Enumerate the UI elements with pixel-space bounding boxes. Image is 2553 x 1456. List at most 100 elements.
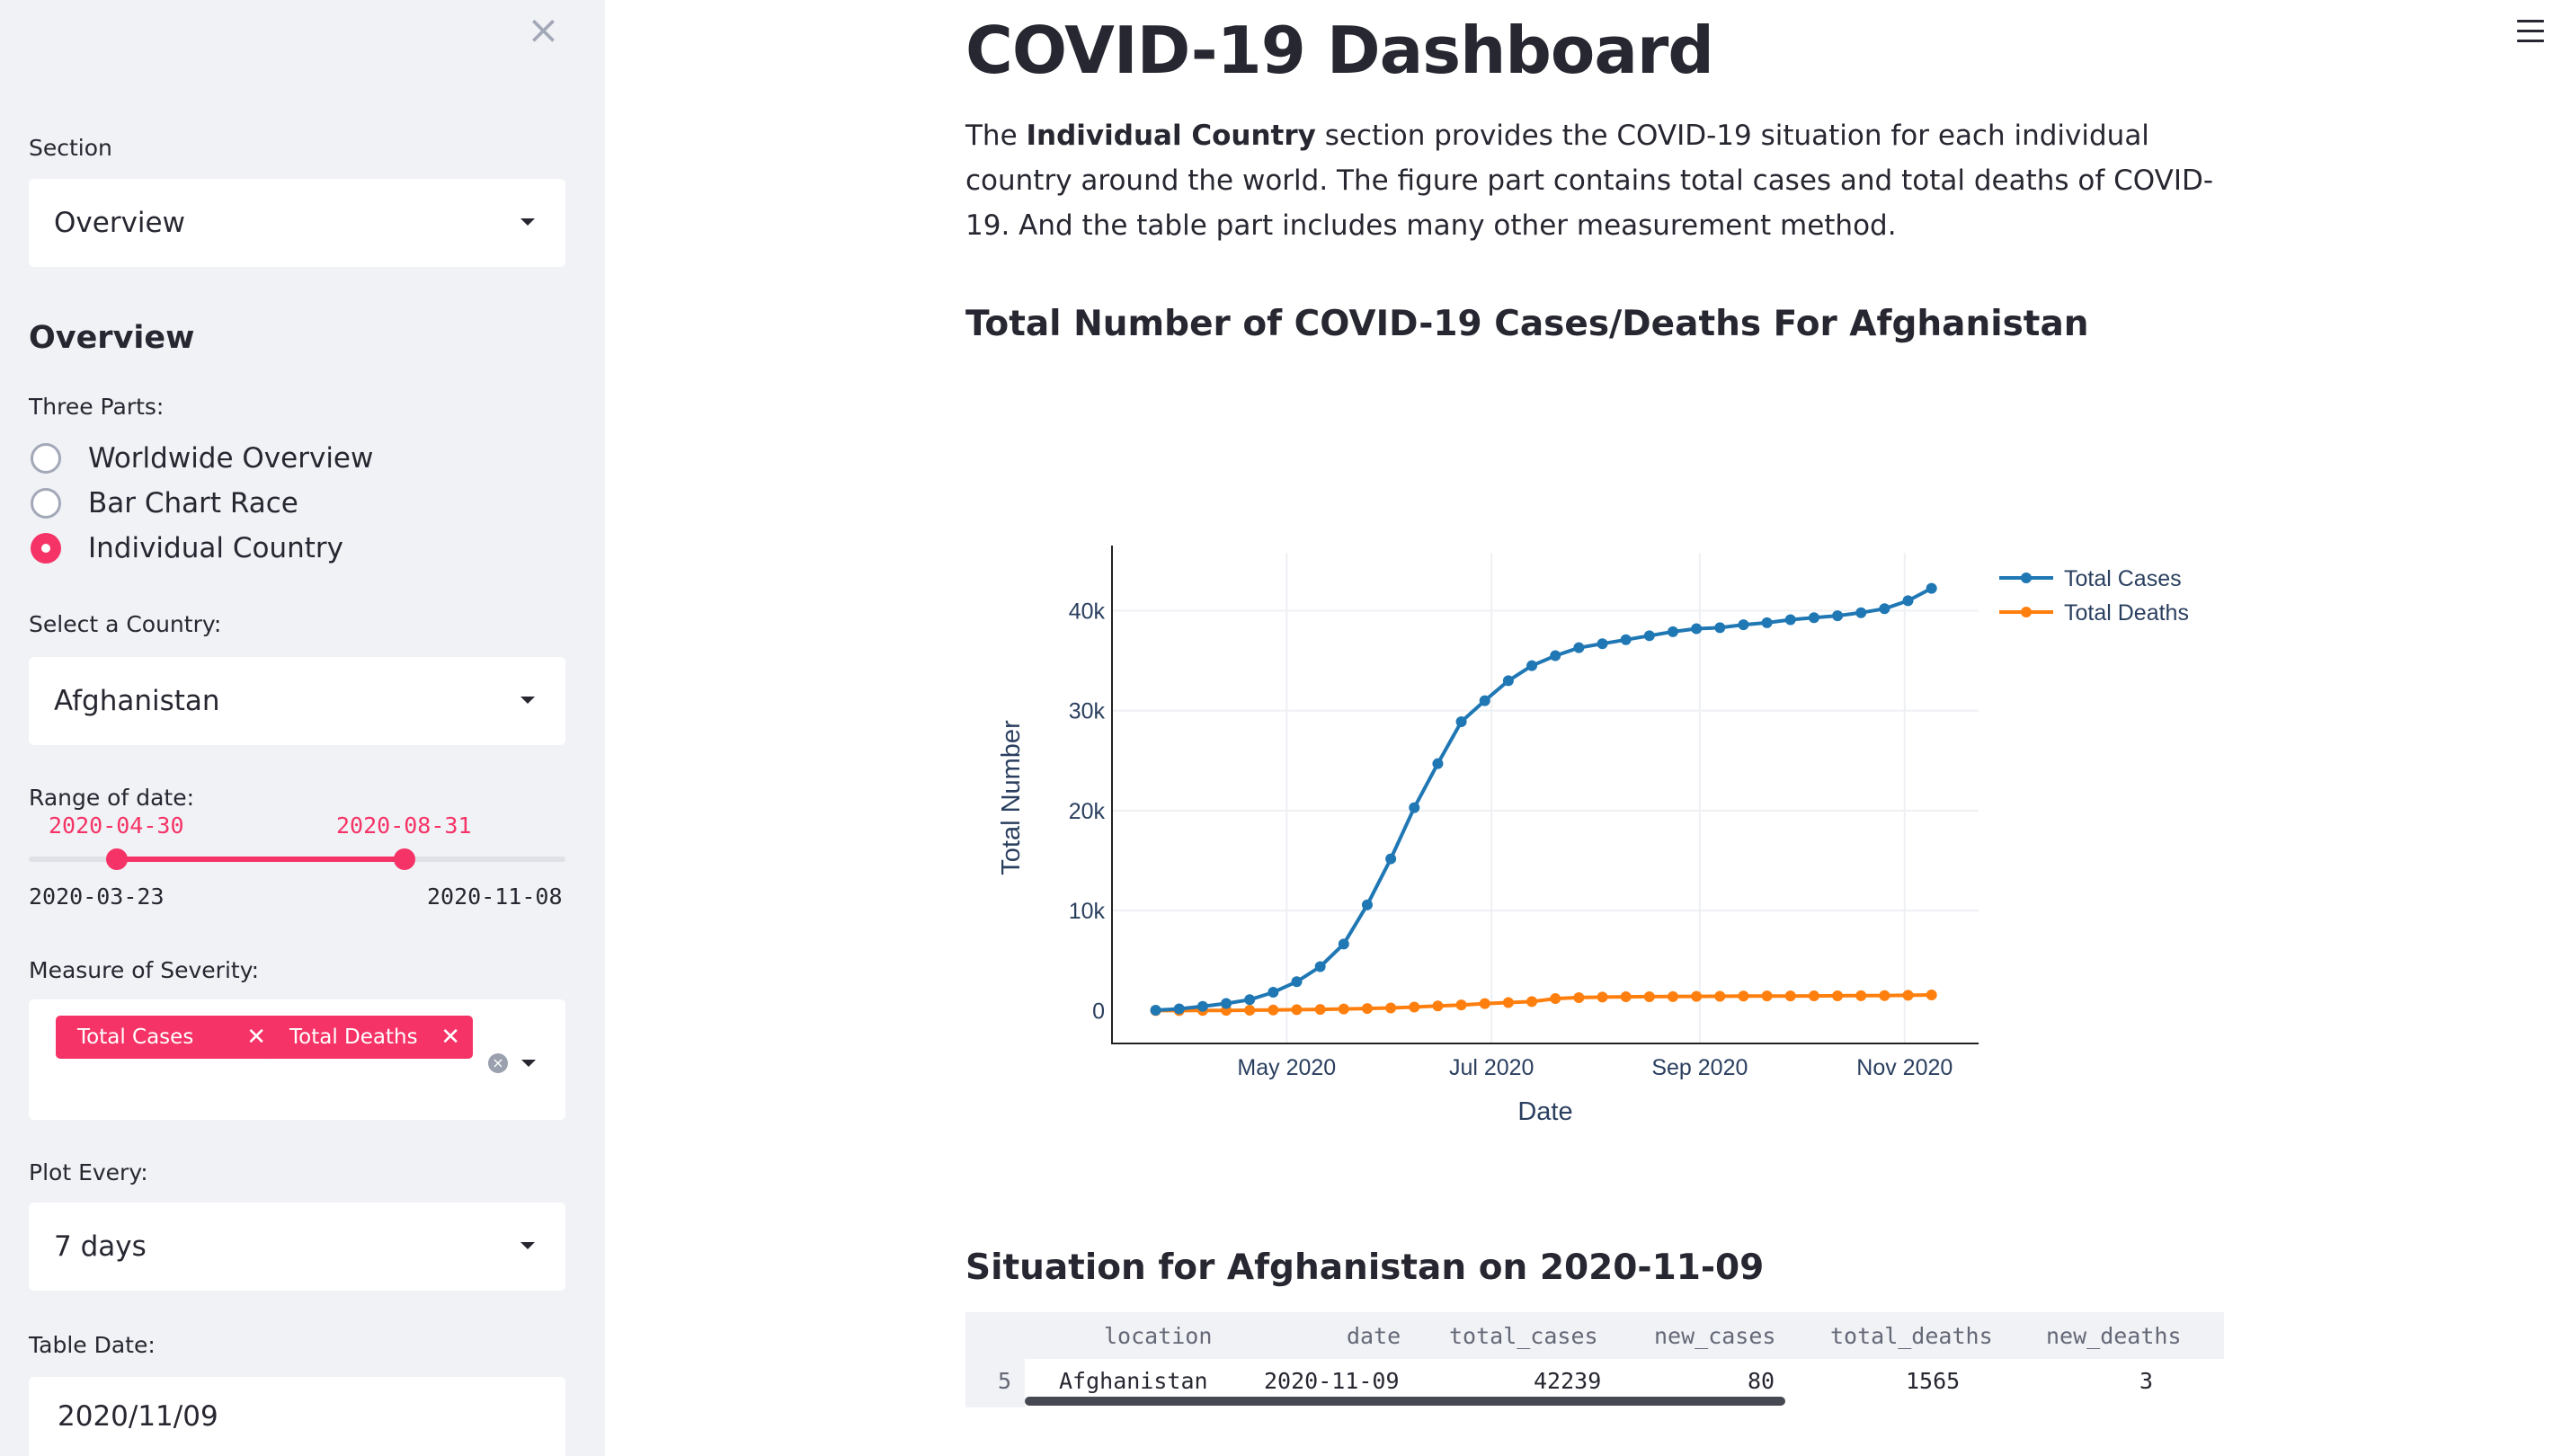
clear-all-icon[interactable]: × [488,1053,508,1073]
intro-text: The [965,120,1027,152]
plot-every-select[interactable]: 7 days [29,1203,565,1291]
data-point [1502,997,1514,1008]
radio-worldwide-overview[interactable]: Worldwide Overview [31,439,373,478]
data-point [1338,1003,1349,1015]
range-end-handle[interactable] [394,848,415,870]
data-point [1879,603,1890,615]
data-point [1268,987,1279,999]
legend-label: Total Cases [2064,566,2182,591]
severity-multiselect[interactable]: Total Cases ✕ Total Deaths ✕ × [29,999,565,1120]
data-point [1784,614,1796,626]
range-min-label: 2020-03-23 [29,883,165,910]
x-tick-label: Jul 2020 [1449,1055,1534,1080]
data-point [1761,990,1773,1002]
severity-label: Measure of Severity: [29,957,260,983]
x-axis-title: Date [1517,1097,1572,1126]
data-point [1691,623,1703,635]
column-header-date[interactable]: date [1347,1323,1401,1349]
intro-bold-text: Individual Country [1026,120,1316,152]
table-cell-new-deaths[interactable]: 3 [2139,1368,2154,1394]
cases-deaths-chart[interactable]: 0 10k 20k 30k 40k May 2020 Jul 2020 Sep 2020 Nov… [965,485,2242,1132]
range-end-value: 2020-08-31 [336,812,472,839]
data-point [1620,991,1632,1003]
tag-label: Total Deaths [289,1025,418,1049]
data-point [1761,617,1773,628]
data-point [1550,993,1561,1005]
remove-tag-icon[interactable]: ✕ [440,1024,460,1051]
column-header-total-cases[interactable]: total_cases [1449,1323,1598,1349]
chevron-down-icon[interactable] [521,1060,536,1067]
range-max-label: 2020-11-08 [427,883,563,910]
data-point [1314,961,1326,972]
sidebar-heading: Overview [29,320,195,356]
y-tick-label: 20k [1069,799,1106,824]
data-point [1784,990,1796,1002]
data-point [1643,990,1655,1002]
section-select[interactable]: Overview [29,179,565,267]
table-cell-date[interactable]: 2020-11-09 [1264,1368,1400,1394]
country-label: Select a Country: [29,611,222,637]
column-header-new-cases[interactable]: new_cases [1654,1323,1776,1349]
column-header-location[interactable]: location [1104,1323,1213,1349]
data-point [1361,899,1373,910]
y-tick-label: 30k [1069,699,1106,724]
x-tick-label: May 2020 [1237,1055,1336,1080]
data-point [1526,996,1538,1008]
table-cell-total-cases[interactable]: 42239 [1534,1368,1602,1394]
data-point [1338,938,1349,950]
table-header [965,1312,2224,1359]
tag-total-deaths: Total Deaths ✕ [268,1016,473,1059]
y-tick-label: 10k [1069,899,1106,924]
table-cell-total-deaths[interactable]: 1565 [1906,1368,1961,1394]
data-point [1620,634,1632,645]
data-point [1643,630,1655,642]
section-select-value: Overview [54,207,185,239]
column-header-new-deaths[interactable]: new_deaths [2046,1323,2182,1349]
y-tick-label: 40k [1069,599,1106,625]
data-table[interactable]: location date total_cases new_cases tota… [965,1312,2224,1407]
data-point [1244,1005,1256,1017]
chevron-down-icon [520,697,535,704]
data-point [1573,991,1585,1003]
radio-bar-chart-race[interactable]: Bar Chart Race [31,484,298,523]
legend-marker [2021,573,2032,583]
sidebar: × Section Overview Overview Three Parts:… [0,0,605,1456]
data-point [1855,990,1867,1001]
data-point [1455,715,1467,727]
table-cell-location[interactable]: Afghanistan [1059,1368,1208,1394]
plot-every-value: 7 days [54,1230,147,1263]
horizontal-scrollbar[interactable] [1025,1397,1785,1406]
table-cell-new-cases[interactable]: 80 [1748,1368,1775,1394]
data-point [1409,1001,1420,1013]
data-point [1714,990,1726,1002]
data-point [1902,990,1914,1001]
chevron-down-icon [520,1242,535,1249]
country-select[interactable]: Afghanistan [29,657,565,745]
data-point [1314,1004,1326,1016]
data-point [1432,1000,1444,1012]
data-point [1502,675,1514,687]
data-point [1714,622,1726,634]
radio-circle-icon [31,443,61,474]
radio-selected-icon [31,533,61,564]
range-start-handle[interactable] [106,848,128,870]
data-point [1526,660,1538,671]
table-date-input[interactable]: 2020/11/09 [29,1377,565,1456]
x-tick-label: Nov 2020 [1856,1055,1953,1080]
data-point [1291,1004,1303,1016]
data-point [1361,1003,1373,1015]
data-point [1738,990,1749,1002]
data-point [1926,990,1937,1001]
radio-individual-country[interactable]: Individual Country [31,528,343,568]
data-point [1926,582,1937,594]
data-point [1808,990,1819,1002]
remove-tag-icon[interactable]: ✕ [246,1024,266,1051]
data-point [1667,990,1678,1002]
column-header-total-deaths[interactable]: total_deaths [1830,1323,1993,1349]
chevron-down-icon [520,218,535,226]
page-title: COVID-19 Dashboard [965,13,1714,88]
data-point [1808,612,1819,624]
table-row-index: 5 [998,1368,1012,1394]
close-sidebar-icon[interactable]: × [527,7,560,53]
hamburger-menu-icon[interactable] [2517,20,2544,43]
